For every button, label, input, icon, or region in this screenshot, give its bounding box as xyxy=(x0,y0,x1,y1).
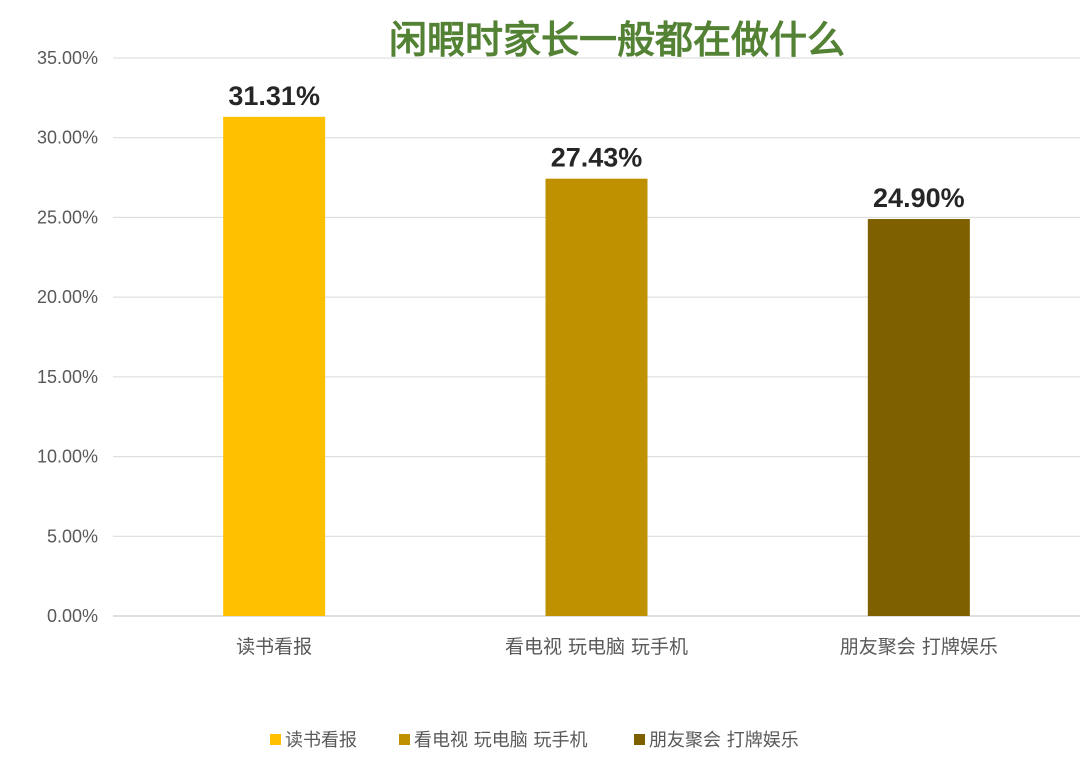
x-tick-label: 朋友聚会 打牌娱乐 xyxy=(840,636,998,658)
legend-swatch xyxy=(270,734,281,745)
y-axis: 0.00% 5.00% 10.00% 15.00% 20.00% 25.00% 30.00%… xyxy=(37,48,98,626)
data-label: 24.90% xyxy=(873,183,965,213)
y-tick-label: 0.00% xyxy=(47,606,98,626)
legend-swatch xyxy=(634,734,645,745)
bar xyxy=(867,219,970,616)
legend-swatch xyxy=(399,734,410,745)
y-tick-label: 5.00% xyxy=(47,526,98,546)
bars xyxy=(223,116,970,617)
y-tick-label: 30.00% xyxy=(37,128,98,148)
legend-entry: 读书看报 xyxy=(285,730,357,751)
data-label: 31.31% xyxy=(228,81,320,111)
legend: 读书看报 看电视 玩电脑 玩手机 朋友聚会 打牌娱乐 xyxy=(270,730,799,751)
y-tick-label: 10.00% xyxy=(37,447,98,467)
x-tick-label: 读书看报 xyxy=(236,636,312,658)
chart-title: 闲暇时家长一般都在做什么 xyxy=(389,18,845,62)
bar xyxy=(545,178,648,616)
data-labels: 31.31% 27.43% 24.90% xyxy=(228,81,964,213)
y-tick-label: 25.00% xyxy=(37,207,98,227)
data-label: 27.43% xyxy=(551,143,643,173)
x-axis: 读书看报 看电视 玩电脑 玩手机 朋友聚会 打牌娱乐 xyxy=(236,636,998,658)
legend-entry: 看电视 玩电脑 玩手机 xyxy=(414,730,587,751)
y-tick-label: 15.00% xyxy=(37,367,98,387)
y-tick-label: 20.00% xyxy=(37,287,98,307)
bar xyxy=(223,116,326,617)
legend-entry: 朋友聚会 打牌娱乐 xyxy=(649,730,799,751)
x-tick-label: 看电视 玩电脑 玩手机 xyxy=(505,636,688,658)
y-tick-label: 35.00% xyxy=(37,48,98,68)
